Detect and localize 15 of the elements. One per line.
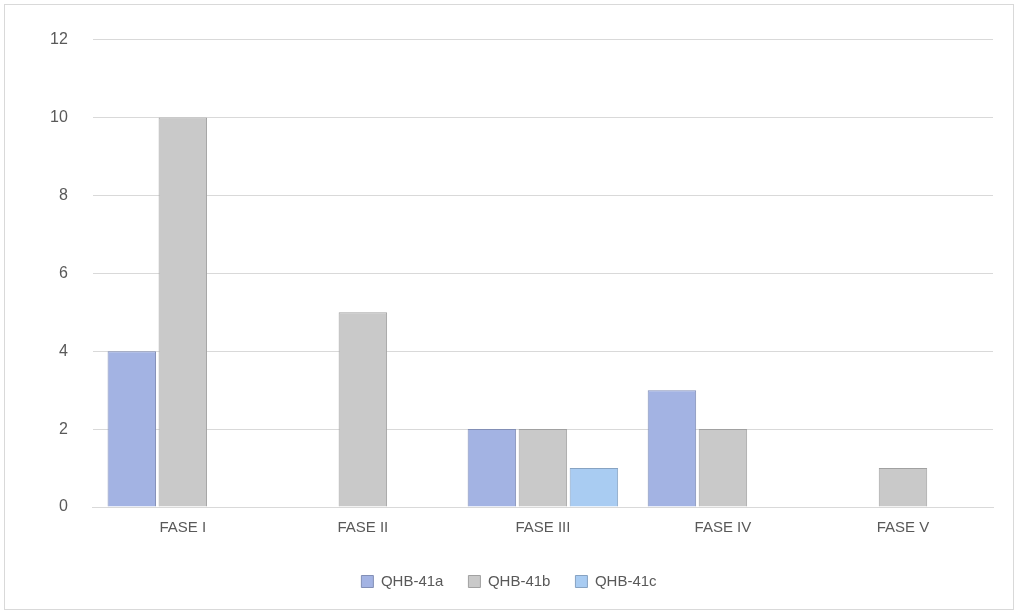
legend-label: QHB-41c xyxy=(594,571,658,589)
legend-label: QHB-41b xyxy=(487,571,551,589)
y-tick-label: 8 xyxy=(58,185,68,203)
y-tick-label: 12 xyxy=(50,30,68,48)
x-tick-label: FASE II xyxy=(337,518,389,536)
y-tick-label: 6 xyxy=(58,263,68,281)
legend-label: QHB-41a xyxy=(380,571,445,589)
y-tick-label: 0 xyxy=(58,497,68,515)
x-tick-label: FASE I xyxy=(159,518,207,536)
x-tick-label: FASE V xyxy=(876,518,930,536)
y-tick-label: 4 xyxy=(58,341,68,359)
x-tick-label: FASE IV xyxy=(694,518,752,536)
y-tick-label: 10 xyxy=(50,107,68,125)
y-tick-label: 2 xyxy=(58,419,68,437)
x-tick-label: FASE III xyxy=(515,518,571,536)
